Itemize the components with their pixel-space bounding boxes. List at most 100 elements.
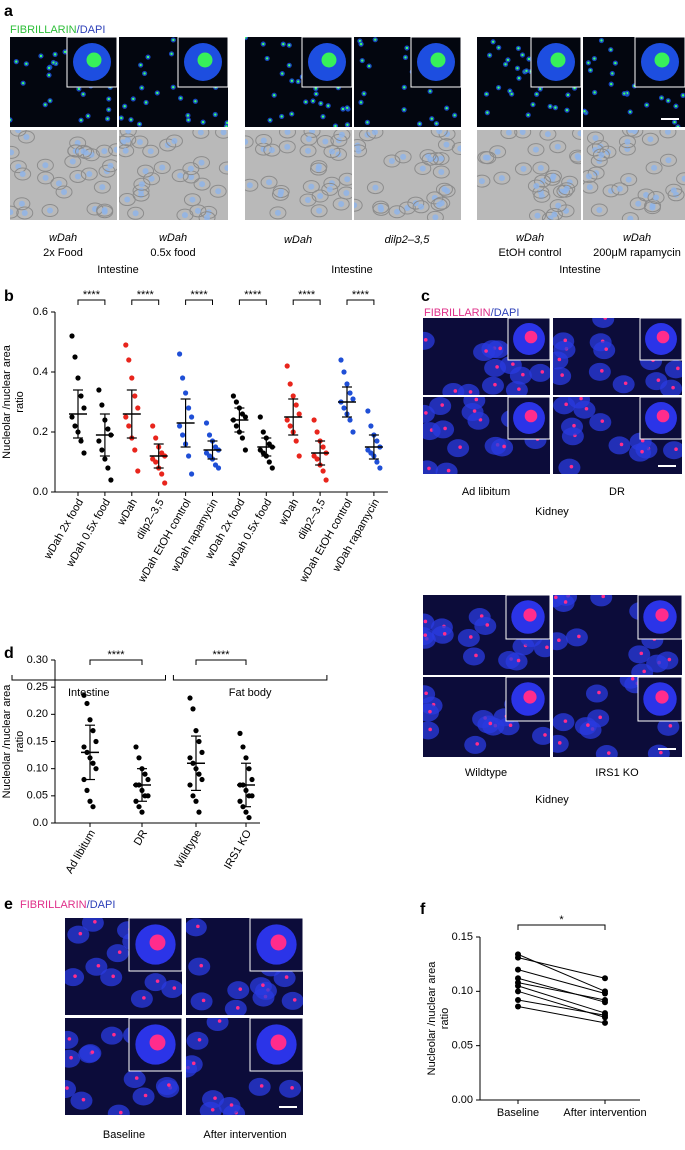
nucleolus — [676, 125, 680, 127]
cell — [338, 172, 352, 186]
cell — [539, 130, 557, 141]
nucleus — [498, 175, 505, 182]
inset-nucleolus — [524, 330, 538, 344]
cell — [159, 138, 177, 152]
nucleus — [595, 745, 618, 757]
nucleolus — [497, 46, 500, 49]
nucleolus — [53, 53, 57, 56]
nucleolus — [361, 59, 364, 62]
micrograph-content — [583, 37, 685, 127]
y-axis-label: ratio — [14, 731, 26, 752]
nucleus — [138, 181, 145, 188]
micrograph-content — [354, 37, 461, 127]
nucleolus — [485, 92, 488, 96]
data-dot — [602, 990, 608, 997]
cell — [82, 148, 100, 162]
data-dot — [78, 438, 84, 444]
data-dot — [81, 744, 87, 750]
cell — [333, 130, 351, 142]
cell — [299, 193, 317, 207]
nucleus — [70, 1091, 93, 1110]
nucleolus — [600, 39, 603, 42]
x-tick-label: Baseline — [497, 1107, 539, 1119]
nucleus — [69, 158, 76, 165]
cell — [263, 143, 281, 157]
nucleus — [125, 130, 132, 134]
nucleus — [647, 744, 670, 757]
micrograph-content — [65, 1018, 182, 1115]
cell — [142, 144, 160, 158]
nucleolus — [428, 727, 432, 732]
cell — [245, 135, 254, 149]
panel-label: d — [4, 645, 14, 662]
nucleus — [47, 207, 54, 214]
cell — [556, 184, 574, 198]
nucleus — [589, 413, 612, 432]
nucleolus — [497, 86, 500, 89]
nucleolus — [435, 122, 438, 125]
nucleus — [505, 652, 528, 671]
micrograph-content — [423, 595, 550, 675]
data-dot — [293, 438, 299, 444]
data-dot — [246, 814, 252, 821]
nucleolus — [172, 986, 177, 990]
significance-label: **** — [190, 289, 208, 301]
stain-name: /DAPI — [77, 24, 106, 36]
cell — [637, 188, 655, 202]
data-dot — [187, 755, 193, 761]
cell — [102, 159, 117, 173]
y-axis-label: Nucleolar /nuclear area — [1, 344, 13, 459]
nucleolus — [502, 444, 506, 449]
data-dot — [93, 738, 99, 745]
nucleus — [497, 717, 520, 736]
data-dot — [341, 405, 347, 411]
nucleolus — [440, 403, 444, 407]
inset-nucleolus — [197, 52, 213, 68]
nucleolus — [639, 651, 644, 656]
nucleus — [553, 632, 568, 651]
nucleolus — [418, 122, 421, 126]
data-dot — [602, 997, 608, 1004]
nucleus — [354, 202, 358, 209]
caption: IRS1 KO — [595, 767, 639, 779]
pair-line — [517, 969, 606, 994]
nucleolus — [572, 423, 576, 428]
micrograph — [10, 130, 117, 220]
nucleolus — [667, 657, 672, 662]
micrograph — [10, 37, 117, 127]
nucleolus — [614, 61, 617, 65]
nucleolus — [112, 1032, 116, 1037]
nucleus — [67, 925, 90, 944]
nucleolus — [304, 100, 307, 104]
nucleolus — [671, 385, 675, 390]
pair-line — [517, 953, 606, 992]
nucleus — [55, 180, 62, 187]
nucleolus — [423, 619, 428, 624]
nucleus — [186, 1055, 203, 1074]
data-dot — [190, 793, 196, 799]
cell — [10, 160, 27, 174]
nucleolus — [290, 112, 293, 116]
nucleolus — [600, 369, 604, 373]
cell — [426, 210, 444, 220]
nucleolus — [292, 998, 297, 1002]
y-tick-label: 0.20 — [27, 708, 48, 720]
cell — [527, 143, 545, 157]
cell — [528, 209, 546, 220]
nucleus — [478, 178, 485, 185]
caption: EtOH control — [499, 247, 562, 259]
data-dot — [180, 375, 186, 381]
nucleus — [147, 148, 154, 155]
data-dot — [233, 423, 239, 429]
data-dot — [230, 393, 236, 399]
nucleolus — [674, 104, 678, 108]
nucleolus — [186, 114, 190, 117]
cell — [10, 130, 27, 137]
nucleus — [378, 206, 385, 213]
nucleolus — [453, 114, 456, 117]
panel-label: a — [4, 3, 13, 20]
nucleolus — [609, 48, 612, 51]
data-dot — [135, 405, 141, 411]
data-dot — [196, 809, 202, 815]
cell — [245, 178, 259, 192]
